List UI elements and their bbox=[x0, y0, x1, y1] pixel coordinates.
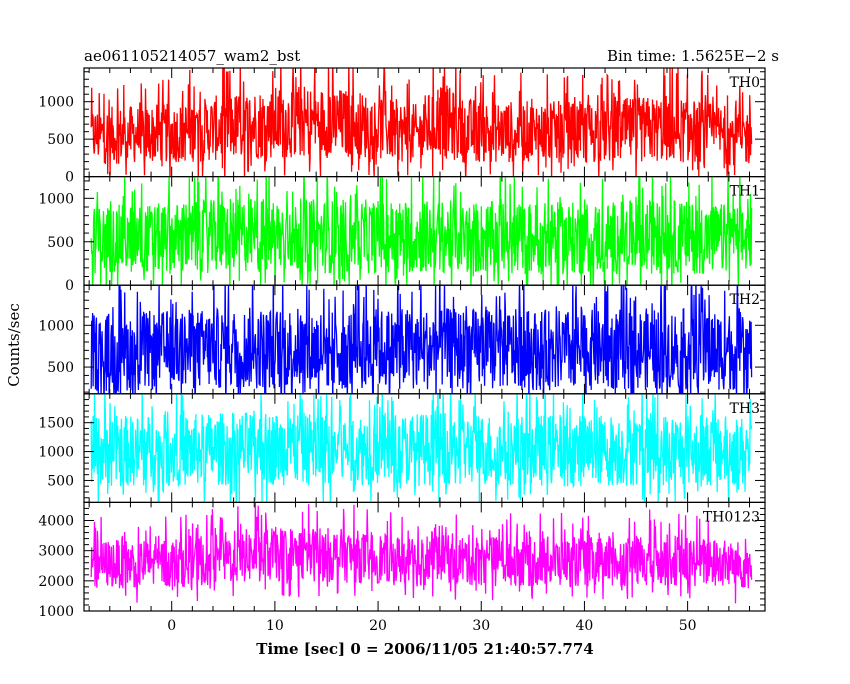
panel-label-th0: TH0 bbox=[730, 75, 760, 91]
y-tick-label: 1500 bbox=[38, 416, 74, 432]
y-tick-label: 1000 bbox=[38, 604, 74, 620]
y-tick-label: 0 bbox=[65, 278, 74, 294]
x-tick-label: 0 bbox=[167, 618, 176, 634]
series-line-th0 bbox=[90, 68, 753, 177]
y-tick-label: 1000 bbox=[38, 445, 74, 461]
x-tick-label: 20 bbox=[369, 618, 387, 634]
y-tick-label: 1000 bbox=[38, 95, 74, 111]
y-tick-label: 500 bbox=[47, 360, 74, 376]
y-tick-label: 500 bbox=[47, 132, 74, 148]
panel-th2: 500 1000 TH2 bbox=[38, 284, 766, 395]
x-tick-label: 30 bbox=[472, 618, 490, 634]
series-line-th0123 bbox=[90, 502, 753, 604]
series-line-th1 bbox=[90, 176, 753, 286]
x-tick-label: 50 bbox=[679, 618, 697, 634]
chart-title-left: ae061105214057_wam2_bst bbox=[84, 47, 300, 65]
panel-label-th2: TH2 bbox=[730, 292, 760, 308]
panel-th3: 500 1000 1500 TH3 bbox=[38, 393, 766, 503]
y-tick-label: 2000 bbox=[38, 574, 74, 590]
panel-th1: 0 500 1000 TH1 bbox=[38, 176, 766, 294]
y-tick-label: 3000 bbox=[38, 544, 74, 560]
x-tick-label: 40 bbox=[576, 618, 594, 634]
panel-label-th0123: TH0123 bbox=[703, 509, 760, 525]
panel-label-th3: TH3 bbox=[730, 401, 760, 417]
y-tick-label: 1000 bbox=[38, 318, 74, 334]
y-tick-label: 500 bbox=[47, 235, 74, 251]
x-axis-label: Time [sec] 0 = 2006/11/05 21:40:57.774 bbox=[256, 640, 593, 658]
y-tick-label: 1000 bbox=[38, 191, 74, 207]
panel-label-th1: TH1 bbox=[730, 184, 760, 200]
panel-th0123: 1000 2000 3000 4000 TH0123 bbox=[38, 501, 766, 620]
y-axis-label: Counts/sec bbox=[5, 303, 23, 387]
x-tick-label: 10 bbox=[266, 618, 284, 634]
chart-title-right: Bin time: 1.5625E−2 s bbox=[607, 47, 779, 65]
y-tick-label: 500 bbox=[47, 473, 74, 489]
y-tick-label: 4000 bbox=[38, 514, 74, 530]
series-line-th3 bbox=[90, 393, 753, 503]
y-tick-label: 0 bbox=[65, 170, 74, 186]
panel-th0: 0 500 1000 TH0 bbox=[38, 67, 766, 186]
series-line-th2 bbox=[90, 285, 753, 394]
